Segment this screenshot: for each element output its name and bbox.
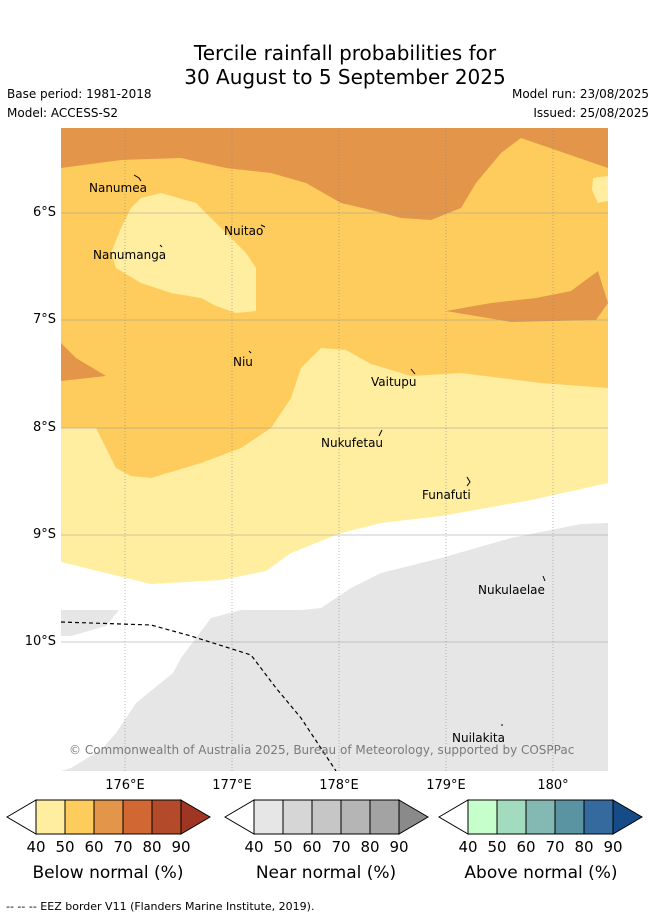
island-label-nanumea: Nanumea: [89, 181, 147, 195]
island-label-nuilakita: Nuilakita: [452, 731, 505, 745]
cb-above-tick-50: 50: [487, 838, 507, 856]
map-svg: Nanumea Nuitao Nanumanga Niu Vaitupu Nuk…: [61, 128, 608, 771]
cb-above-tick-40: 40: [458, 838, 478, 856]
island-label-nuitao: Nuitao: [224, 224, 263, 238]
copyright-credit: © Commonwealth of Australia 2025, Bureau…: [69, 743, 574, 757]
below-normal-60-region-north: [61, 128, 608, 220]
gridlines: [61, 128, 608, 771]
lon-tick-176e: 176°E: [105, 778, 145, 793]
issued-date: Issued: 25/08/2025: [533, 106, 649, 120]
island-label-nukufetau: Nukufetau: [321, 436, 383, 450]
island-label-vaitupu: Vaitupu: [371, 375, 417, 389]
lon-tick-180: 180°: [537, 778, 569, 793]
colorbar-title-near: Near normal (%): [255, 863, 397, 883]
cb-near-tick-80: 80: [360, 838, 380, 856]
lat-tick-9s: 9°S: [32, 527, 56, 542]
cb-near-tick-70: 70: [331, 838, 351, 856]
island-markers: [133, 174, 546, 726]
map-area: Nanumea Nuitao Nanumanga Niu Vaitupu Nuk…: [61, 128, 608, 771]
cb-above-tick-90: 90: [603, 838, 623, 856]
cb-near-tick-50: 50: [273, 838, 293, 856]
model-name: Model: ACCESS-S2: [7, 106, 119, 120]
colorbars-svg: [6, 799, 643, 835]
lat-tick-6s: 6°S: [32, 205, 56, 220]
model-run: Model run: 23/08/2025: [511, 87, 649, 101]
east-edge-patch: [592, 176, 608, 203]
colorbar-title-above: Above normal (%): [464, 863, 618, 883]
below-normal-60-region-east: [446, 271, 608, 322]
cb-below-tick-50: 50: [55, 838, 75, 856]
lat-tick-10s: 10°S: [24, 634, 56, 649]
cb-below-tick-80: 80: [142, 838, 162, 856]
below-normal-60-region-west: [61, 343, 106, 381]
cb-below-tick-60: 60: [84, 838, 104, 856]
cb-above-tick-60: 60: [516, 838, 536, 856]
island-label-nanumanga: Nanumanga: [93, 248, 166, 262]
colorbar-title-below: Below normal (%): [32, 863, 184, 883]
lon-tick-178e: 178°E: [319, 778, 359, 793]
lon-tick-179e: 179°E: [426, 778, 466, 793]
island-label-niu: Niu: [233, 355, 253, 369]
base-period: Base period: 1981-2018: [7, 87, 152, 101]
near-normal-region-southeast: [411, 728, 461, 743]
eez-border: [61, 621, 337, 771]
cb-below-tick-90: 90: [171, 838, 191, 856]
island-label-nukulaelae: Nukulaelae: [478, 583, 545, 597]
map-title-line1: Tercile rainfall probabilities for: [193, 41, 497, 65]
cb-near-tick-40: 40: [244, 838, 264, 856]
cb-below-tick-70: 70: [113, 838, 133, 856]
below-normal-40-patch: [111, 193, 256, 313]
near-normal-region: [61, 523, 608, 771]
lat-tick-8s: 8°S: [32, 420, 56, 435]
map-title-line2: 30 August to 5 September 2025: [184, 65, 506, 89]
island-label-funafuti: Funafuti: [422, 488, 471, 502]
cb-below-tick-40: 40: [26, 838, 46, 856]
cb-above-tick-80: 80: [574, 838, 594, 856]
cb-near-tick-60: 60: [302, 838, 322, 856]
cb-above-tick-70: 70: [545, 838, 565, 856]
cb-near-tick-90: 90: [389, 838, 409, 856]
lat-tick-7s: 7°S: [32, 312, 56, 327]
colorbar-above-normal: [438, 799, 643, 835]
colorbar-below-normal: [6, 799, 211, 835]
lon-tick-177e: 177°E: [212, 778, 252, 793]
colorbar-near-normal: [224, 799, 429, 835]
eez-footer-note: -- -- -- EEZ border V11 (Flanders Marine…: [6, 900, 315, 913]
